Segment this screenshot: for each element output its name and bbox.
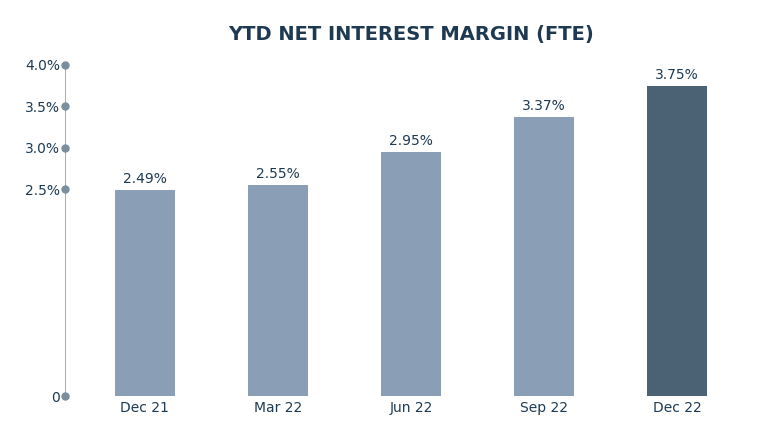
Text: 3.37%: 3.37% <box>522 99 566 113</box>
Text: 2.95%: 2.95% <box>389 134 433 148</box>
Text: 2.49%: 2.49% <box>123 172 167 186</box>
Text: 2.55%: 2.55% <box>256 167 300 181</box>
Bar <box>381 152 441 396</box>
Bar <box>514 117 574 396</box>
Text: 3.75%: 3.75% <box>655 68 699 81</box>
Bar <box>248 185 308 396</box>
Title: YTD NET INTEREST MARGIN (FTE): YTD NET INTEREST MARGIN (FTE) <box>228 25 594 44</box>
Bar <box>115 190 174 396</box>
Bar <box>647 86 707 396</box>
